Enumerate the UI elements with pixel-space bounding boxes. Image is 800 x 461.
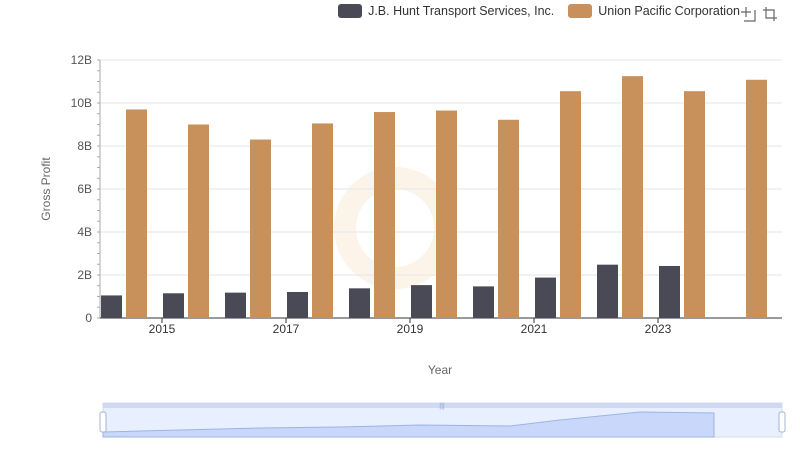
x-tick-label: 2017 — [273, 322, 300, 336]
legend: J.B. Hunt Transport Services, Inc. Union… — [338, 4, 740, 18]
bar-jbhunt-2020 — [473, 286, 494, 318]
zoom-grip-icon: ||| — [439, 403, 445, 410]
bar-unionpacific-2019 — [436, 110, 457, 319]
zoom-handle-right[interactable] — [778, 411, 786, 433]
zoom-handle-left[interactable] — [99, 411, 107, 433]
x-tick-label: 2023 — [645, 322, 672, 336]
bar-jbhunt-2023 — [659, 265, 680, 318]
bar-unionpacific-2023 — [684, 91, 705, 318]
legend-swatch-jbhunt — [338, 4, 363, 18]
legend-label-unionpacific: Union Pacific Corporation — [598, 4, 740, 18]
bar-jbhunt-2019 — [411, 285, 432, 318]
bar-unionpacific-2021 — [560, 91, 581, 318]
x-tick-label: 2019 — [397, 322, 424, 336]
bar-unionpacific-2022 — [622, 76, 643, 318]
data-zoom-slider[interactable]: ||| — [99, 402, 786, 438]
bar-jbhunt-2017 — [287, 291, 308, 318]
bar-unionpacific-2017 — [312, 123, 333, 318]
bar-unionpacific-2015 — [188, 124, 209, 318]
bar-unionpacific-2024 — [746, 79, 767, 318]
x-tick-label: 2015 — [149, 322, 176, 336]
zoom-mini-area — [102, 411, 715, 438]
bar-jbhunt-2018 — [349, 288, 370, 318]
legend-item-unionpacific[interactable]: Union Pacific Corporation — [568, 4, 740, 18]
x-tick-label: 2021 — [521, 322, 548, 336]
bar-jbhunt-2014 — [101, 295, 122, 318]
bar-jbhunt-2022 — [597, 264, 618, 318]
y-tick-label: 4B — [77, 225, 92, 239]
zoom-reset-icon[interactable] — [762, 6, 778, 22]
legend-swatch-unionpacific — [568, 4, 593, 18]
zoom-select-icon[interactable] — [740, 6, 756, 22]
y-tick-label: 12B — [71, 53, 92, 67]
bar-unionpacific-2018 — [374, 112, 395, 318]
bar-jbhunt-2015 — [163, 293, 184, 318]
bar-unionpacific-2020 — [498, 119, 519, 319]
bar-unionpacific-2014 — [126, 109, 147, 318]
legend-item-jbhunt[interactable]: J.B. Hunt Transport Services, Inc. — [338, 4, 554, 18]
x-axis-title: Year — [428, 363, 452, 377]
bar-jbhunt-2016 — [225, 292, 246, 318]
bar-unionpacific-2016 — [250, 139, 271, 318]
y-tick-label: 0 — [85, 311, 92, 325]
legend-label-jbhunt: J.B. Hunt Transport Services, Inc. — [368, 4, 555, 18]
bar-jbhunt-2021 — [535, 277, 556, 318]
zoom-top-bar — [103, 403, 782, 408]
y-tick-label: 2B — [77, 268, 92, 282]
chart-toolbox — [740, 6, 778, 22]
y-tick-label: 8B — [77, 139, 92, 153]
y-tick-label: 6B — [77, 182, 92, 196]
y-tick-label: 10B — [71, 96, 92, 110]
y-axis-title: Gross Profit — [39, 157, 53, 221]
